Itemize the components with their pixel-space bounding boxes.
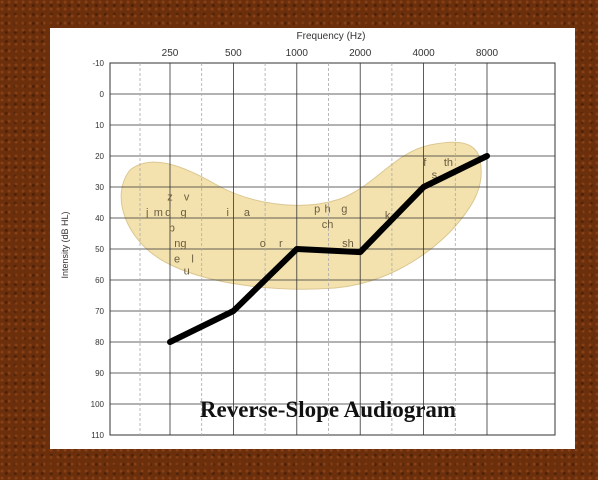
phoneme-label: m (154, 207, 163, 219)
x-tick-label: 2000 (349, 48, 372, 59)
phoneme-label: o (260, 238, 266, 250)
grid (109, 62, 556, 436)
y-tick-label: 10 (95, 121, 104, 130)
phoneme-label: d (165, 207, 171, 219)
phoneme-label: ch (322, 219, 334, 231)
phoneme-label: j (145, 207, 148, 219)
y-tick-label: 80 (95, 338, 104, 347)
x-tick-label: 1000 (286, 48, 309, 59)
phoneme-label: k (385, 210, 391, 222)
phoneme-label: f (423, 157, 427, 169)
audiogram-series (167, 153, 490, 345)
phoneme-label: b (169, 222, 175, 234)
y-axis-ticks: -10 0 10 20 30 40 50 60 70 80 90 100 110 (91, 59, 105, 440)
phoneme-label: a (244, 207, 251, 219)
speech-banana-shape (120, 141, 482, 290)
y-tick-label: 60 (95, 276, 104, 285)
y-axis-label: Intensity (dB HL) (60, 211, 70, 278)
phoneme-label: r (279, 238, 283, 250)
y-tick-label: 110 (91, 431, 104, 440)
y-tick-label: 100 (91, 400, 105, 409)
phoneme-label: ng (174, 238, 186, 250)
data-point (484, 153, 490, 159)
y-tick-label: 90 (95, 369, 104, 378)
x-axis-ticks: 250 500 1000 2000 4000 8000 (162, 48, 499, 59)
phoneme-label: th (444, 157, 453, 169)
data-point (357, 249, 363, 255)
phoneme-label: sh (342, 238, 354, 250)
data-point (230, 308, 236, 314)
phoneme-label: u (184, 266, 190, 278)
chart-annotation: Reverse-Slope Audiogram (200, 397, 456, 422)
x-tick-label: 250 (162, 48, 179, 59)
x-tick-label: 500 (225, 48, 242, 59)
series-line (167, 153, 490, 345)
phoneme-label: p (314, 204, 320, 216)
x-tick-label: 4000 (412, 48, 435, 59)
data-point (421, 184, 427, 190)
y-tick-label: 50 (95, 245, 104, 254)
phoneme-label: g (341, 204, 347, 216)
y-tick-label: -10 (92, 59, 104, 68)
phoneme-label: e (174, 253, 180, 265)
chart-title: Frequency (Hz) (297, 31, 366, 42)
phoneme-label: z (167, 191, 173, 203)
phoneme-label: l (191, 253, 193, 265)
y-tick-label: 30 (95, 183, 104, 192)
phoneme-label: s (432, 170, 438, 182)
y-tick-label: 20 (95, 152, 104, 161)
y-tick-label: 0 (100, 90, 105, 99)
phoneme-label: i (227, 207, 229, 219)
phoneme-label: g (181, 207, 187, 219)
phoneme-label: v (184, 191, 190, 203)
x-tick-label: 8000 (476, 48, 499, 59)
phoneme-label: h (325, 204, 331, 216)
data-point (167, 339, 173, 345)
y-tick-label: 40 (95, 214, 104, 223)
speech-banana (120, 141, 482, 290)
y-tick-label: 70 (95, 307, 104, 316)
data-point (294, 246, 300, 252)
